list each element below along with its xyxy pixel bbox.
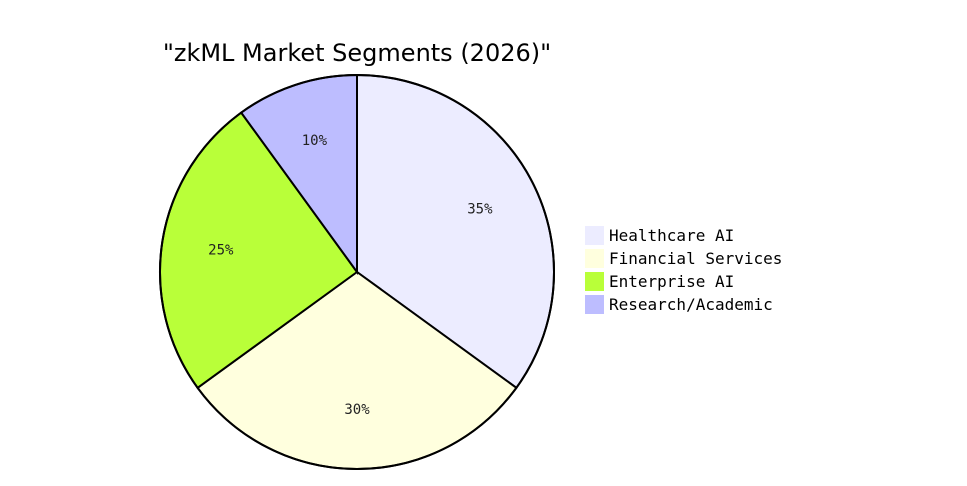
legend-item-enterprise-ai: Enterprise AI <box>585 272 734 291</box>
legend-item-healthcare-ai: Healthcare AI <box>585 226 734 245</box>
slice-labels: 35% 30% 25% 10% <box>208 133 493 418</box>
legend-label-healthcare-ai: Healthcare AI <box>609 226 734 245</box>
legend-swatch-enterprise-ai <box>585 272 604 291</box>
legend-label-enterprise-ai: Enterprise AI <box>609 272 734 291</box>
slice-label-enterprise-ai: 25% <box>208 242 234 258</box>
slice-label-healthcare-ai: 35% <box>467 201 493 217</box>
legend-item-financial-services: Financial Services <box>585 249 782 268</box>
pie-outline <box>159 74 555 470</box>
legend-label-financial-services: Financial Services <box>609 249 782 268</box>
legend-swatch-research-academic <box>585 295 604 314</box>
slice-label-research-academic: 10% <box>302 133 328 149</box>
legend-swatch-healthcare-ai <box>585 226 604 245</box>
legend-swatch-financial-services <box>585 249 604 268</box>
legend-label-research-academic: Research/Academic <box>609 295 773 314</box>
chart-title: "zkML Market Segments (2026)" <box>163 39 551 67</box>
slice-label-financial-services: 30% <box>344 402 370 418</box>
legend-item-research-academic: Research/Academic <box>585 295 773 314</box>
legend: Healthcare AI Financial Services Enterpris… <box>585 226 782 314</box>
pie-slices <box>159 73 555 470</box>
